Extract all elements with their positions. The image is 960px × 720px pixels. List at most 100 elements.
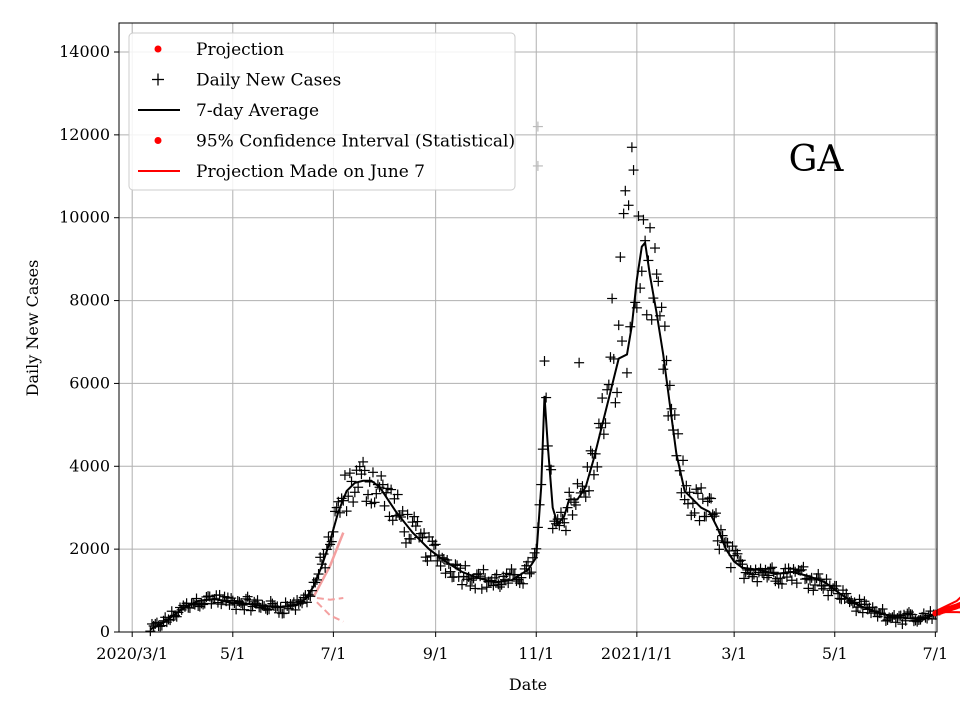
case-marker: [752, 576, 763, 587]
case-marker: [567, 509, 578, 520]
case-marker: [546, 464, 557, 475]
case-marker: [628, 165, 639, 176]
case-marker: [476, 583, 487, 594]
seven-day-average-line: [149, 240, 936, 631]
case-marker: [915, 614, 926, 625]
legend-label: 95% Confidence Interval (Statistical): [196, 132, 515, 152]
case-marker: [349, 487, 360, 498]
case-marker: [803, 583, 814, 594]
case-marker: [425, 550, 436, 561]
case-marker: [890, 617, 901, 628]
case-marker: [555, 507, 566, 518]
x-tick-label: 2021/1/1: [601, 644, 673, 663]
case-marker: [659, 321, 670, 332]
case-marker: [626, 142, 637, 153]
ci-upper-line: [934, 596, 960, 613]
x-tick-label: 11/1: [518, 644, 554, 663]
case-marker: [689, 507, 700, 518]
case-marker: [302, 597, 313, 608]
case-marker: [363, 489, 374, 500]
case-marker: [214, 589, 225, 600]
case-marker: [428, 540, 439, 551]
case-marker: [559, 517, 570, 528]
case-marker: [410, 521, 421, 532]
case-marker: [457, 579, 468, 590]
case-marker: [529, 547, 540, 558]
case-marker: [560, 525, 571, 536]
case-marker: [422, 555, 433, 566]
case-marker: [239, 604, 250, 615]
y-tick-label: 10000: [59, 208, 110, 227]
case-marker: [386, 484, 397, 495]
case-marker: [808, 585, 819, 596]
legend-label: Projection: [196, 40, 284, 60]
case-marker: [290, 604, 301, 615]
case-marker: [809, 579, 820, 590]
case-marker: [767, 562, 778, 573]
case-marker: [494, 582, 505, 593]
case-marker: [714, 544, 725, 555]
case-marker: [823, 590, 834, 601]
state-label: GA: [789, 139, 845, 180]
case-marker: [430, 539, 441, 550]
case-marker: [641, 309, 652, 320]
case-marker: [613, 320, 624, 331]
x-tick-label: 5/1: [220, 644, 246, 663]
case-marker: [466, 575, 477, 586]
case-marker: [399, 526, 410, 537]
case-marker: [854, 594, 865, 605]
legend-dot-icon: [154, 137, 162, 144]
case-marker: [359, 465, 370, 476]
y-tick-label: 6000: [69, 373, 110, 392]
case-marker: [653, 276, 664, 287]
case-marker: [645, 222, 656, 233]
case-marker: [776, 578, 787, 589]
case-marker: [532, 160, 543, 171]
case-marker: [580, 492, 591, 503]
case-marker: [649, 243, 660, 254]
case-marker: [358, 456, 369, 467]
y-tick-label: 0: [100, 622, 110, 641]
case-marker: [791, 578, 802, 589]
case-marker: [748, 569, 759, 580]
case-marker: [353, 482, 364, 493]
case-marker: [638, 214, 649, 225]
case-marker: [440, 568, 451, 579]
case-marker: [435, 560, 446, 571]
case-marker: [584, 485, 595, 496]
case-marker: [524, 568, 535, 579]
case-marker: [412, 516, 423, 527]
case-marker: [711, 508, 722, 519]
case-marker: [656, 302, 667, 313]
case-marker: [694, 515, 705, 526]
case-marker: [526, 567, 537, 578]
x-tick-label: 7/1: [321, 644, 347, 663]
case-marker: [762, 572, 773, 583]
x-tick-label: 2020/3/1: [96, 644, 168, 663]
case-marker: [608, 353, 619, 364]
case-marker: [518, 578, 529, 589]
y-tick-label: 12000: [59, 125, 110, 144]
case-marker: [532, 121, 543, 132]
case-marker: [617, 336, 628, 347]
daily-cases-markers: [145, 121, 941, 637]
case-marker: [491, 569, 502, 580]
case-marker: [539, 356, 550, 367]
y-tick-label: 4000: [69, 456, 110, 475]
case-marker: [445, 566, 456, 577]
case-marker: [798, 561, 809, 572]
case-marker: [706, 493, 717, 504]
case-marker: [696, 482, 707, 493]
case-marker: [481, 582, 492, 593]
x-axis-label: Date: [509, 675, 547, 694]
case-marker: [612, 387, 623, 398]
case-marker: [265, 596, 276, 607]
case-marker: [570, 499, 581, 510]
y-tick-label: 2000: [69, 539, 110, 558]
case-marker: [597, 393, 608, 404]
old-projection-line: [312, 532, 345, 598]
y-axis-label: Daily New Cases: [23, 260, 42, 397]
case-marker: [610, 397, 621, 408]
case-marker: [615, 252, 626, 263]
